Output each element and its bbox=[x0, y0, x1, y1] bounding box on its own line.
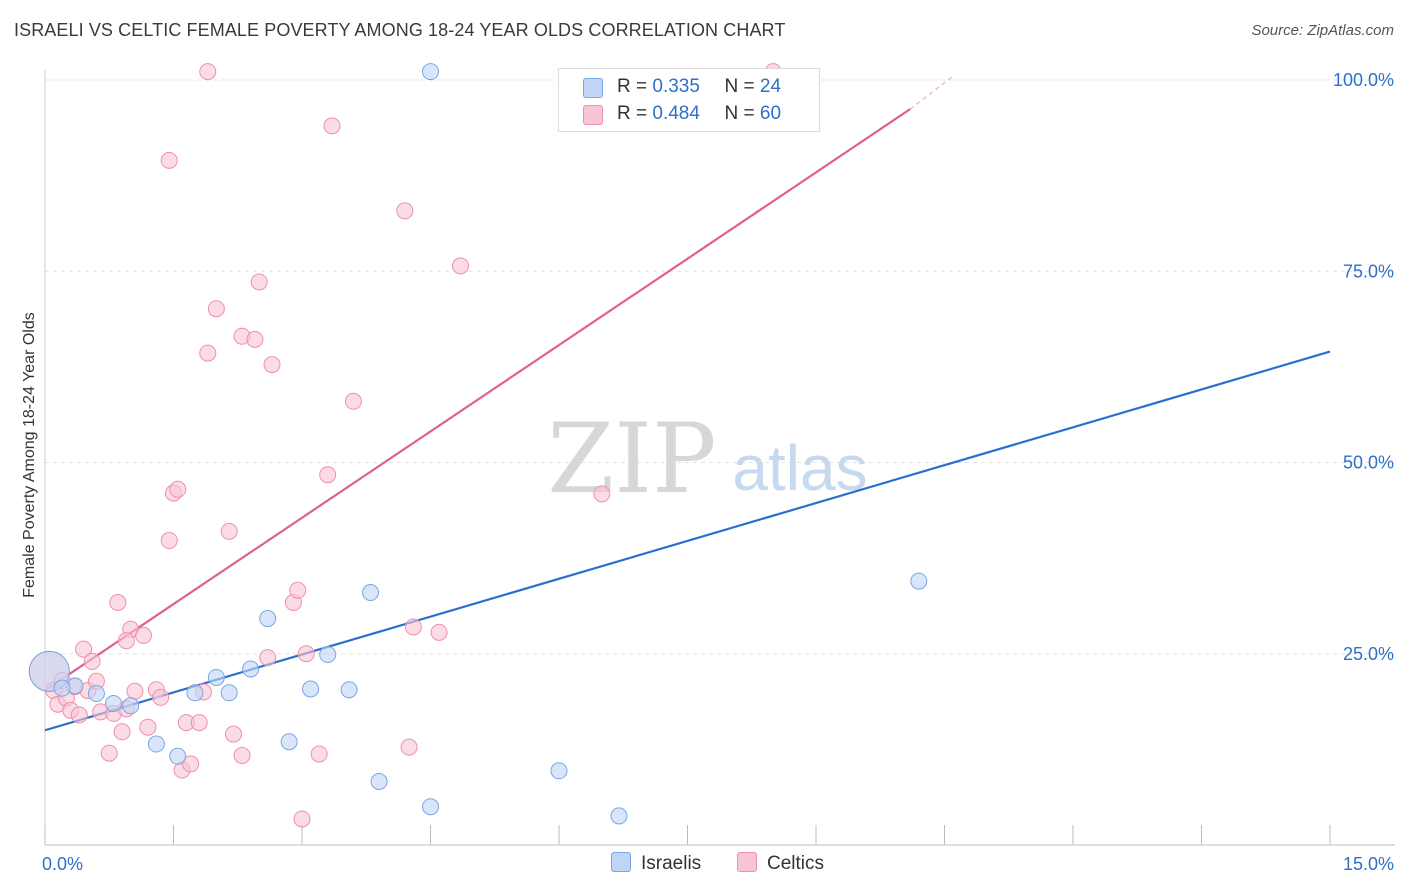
israelis-point bbox=[302, 680, 320, 698]
celtics-point bbox=[310, 745, 328, 763]
celtics-point bbox=[126, 682, 144, 700]
israelis-point bbox=[242, 660, 260, 678]
series-legend-celtics[interactable]: Celtics bbox=[737, 852, 824, 875]
israelis-point bbox=[105, 694, 123, 712]
celtics-point bbox=[207, 300, 225, 318]
celtics-trend-extension bbox=[909, 75, 954, 110]
israelis-legend-label: Israelis bbox=[641, 853, 702, 874]
celtics-point bbox=[100, 744, 118, 762]
israelis-point bbox=[122, 697, 140, 715]
watermark-zip: ZIP bbox=[547, 403, 716, 515]
celtics-point bbox=[160, 151, 178, 169]
israelis-point bbox=[910, 572, 928, 590]
celtics-point bbox=[75, 640, 93, 658]
axes bbox=[44, 70, 1395, 846]
celtics-point bbox=[451, 257, 469, 275]
celtics-point bbox=[182, 755, 200, 773]
celtics-point bbox=[323, 117, 341, 135]
celtics-legend-label: Celtics bbox=[767, 853, 825, 874]
israelis-point bbox=[280, 733, 298, 751]
celtics-point bbox=[190, 714, 208, 732]
israelis-point bbox=[186, 684, 204, 702]
celtics-point bbox=[259, 649, 277, 667]
israelis-legend-icon bbox=[611, 852, 631, 872]
series-legend-israelis[interactable]: Israelis bbox=[611, 852, 701, 875]
israelis-swatch-icon bbox=[583, 78, 603, 98]
data-points bbox=[28, 63, 928, 828]
y-tick-label: 25.0% bbox=[1343, 644, 1394, 664]
celtics-point bbox=[113, 723, 131, 741]
celtics-point bbox=[246, 330, 264, 348]
celtics-point bbox=[70, 706, 88, 724]
israelis-point bbox=[422, 798, 439, 816]
grid-lines bbox=[45, 79, 1395, 655]
source-label: Source: ZipAtlas.com bbox=[1251, 22, 1394, 39]
celtics-point bbox=[293, 810, 311, 828]
y-tick-label: 50.0% bbox=[1343, 453, 1394, 473]
celtics-point bbox=[396, 202, 414, 220]
celtics-point bbox=[117, 632, 135, 650]
celtics-point bbox=[199, 344, 217, 362]
celtics-point bbox=[224, 725, 242, 743]
celtics-point bbox=[319, 466, 337, 484]
celtics-trend-line bbox=[44, 108, 911, 692]
legend-text: R = 0.335 N = 24 bbox=[617, 76, 782, 97]
celtics-point bbox=[297, 645, 315, 663]
celtics-point bbox=[152, 688, 170, 706]
celtics-point bbox=[233, 746, 251, 764]
correlation-legend: R = 0.335 N = 24 R = 0.484 N = 60 bbox=[558, 68, 820, 132]
celtics-point bbox=[430, 623, 448, 641]
celtics-point bbox=[404, 618, 422, 636]
x-tick-label: 15.0% bbox=[1343, 854, 1394, 874]
israelis-point bbox=[207, 668, 225, 686]
celtics-point bbox=[289, 581, 307, 599]
celtics-point bbox=[160, 532, 178, 550]
israelis-point bbox=[87, 685, 105, 703]
celtics-point bbox=[135, 626, 153, 644]
celtics-point bbox=[250, 273, 268, 291]
celtics-r-value: 0.484 bbox=[652, 103, 700, 124]
celtics-legend-icon bbox=[737, 852, 757, 872]
israelis-point bbox=[53, 679, 71, 697]
israelis-point bbox=[259, 610, 277, 628]
celtics-point bbox=[139, 718, 157, 736]
israelis-point bbox=[340, 681, 358, 699]
watermark-atlas: atlas bbox=[732, 432, 867, 504]
israelis-point bbox=[319, 646, 337, 664]
israelis-point bbox=[220, 684, 238, 702]
celtics-point bbox=[400, 738, 418, 756]
celtics-point bbox=[199, 63, 217, 81]
israelis-point bbox=[169, 747, 187, 765]
trend-lines bbox=[44, 75, 1331, 732]
israelis-point bbox=[362, 584, 380, 602]
celtics-point bbox=[109, 593, 127, 611]
israelis-trend-line bbox=[44, 350, 1331, 732]
tick-labels: 25.0% 50.0% 75.0% 100.0% 0.0% 15.0% bbox=[42, 70, 1394, 874]
legend-text: R = 0.484 N = 60 bbox=[617, 103, 782, 124]
x-tick-label: 0.0% bbox=[42, 854, 83, 874]
celtics-point bbox=[83, 652, 101, 670]
israelis-point bbox=[610, 807, 628, 825]
celtics-point bbox=[593, 485, 611, 503]
y-tick-label: 75.0% bbox=[1343, 261, 1394, 281]
chart-title: ISRAELI VS CELTIC FEMALE POVERTY AMONG 1… bbox=[14, 20, 786, 40]
celtics-point bbox=[220, 522, 238, 540]
israelis-r-value: 0.335 bbox=[652, 76, 700, 97]
celtics-point bbox=[169, 480, 187, 498]
celtics-swatch-icon bbox=[583, 105, 603, 125]
israelis-n-value: 24 bbox=[759, 76, 782, 97]
celtics-n-value: 60 bbox=[759, 103, 782, 124]
watermark: ZIP atlas bbox=[547, 403, 867, 515]
israelis-point bbox=[370, 773, 388, 791]
y-tick-label: 100.0% bbox=[1333, 70, 1394, 90]
celtics-point bbox=[263, 356, 281, 374]
israelis-point bbox=[550, 762, 568, 780]
israelis-point bbox=[422, 63, 439, 81]
celtics-point bbox=[344, 392, 362, 410]
israelis-point bbox=[147, 735, 165, 753]
